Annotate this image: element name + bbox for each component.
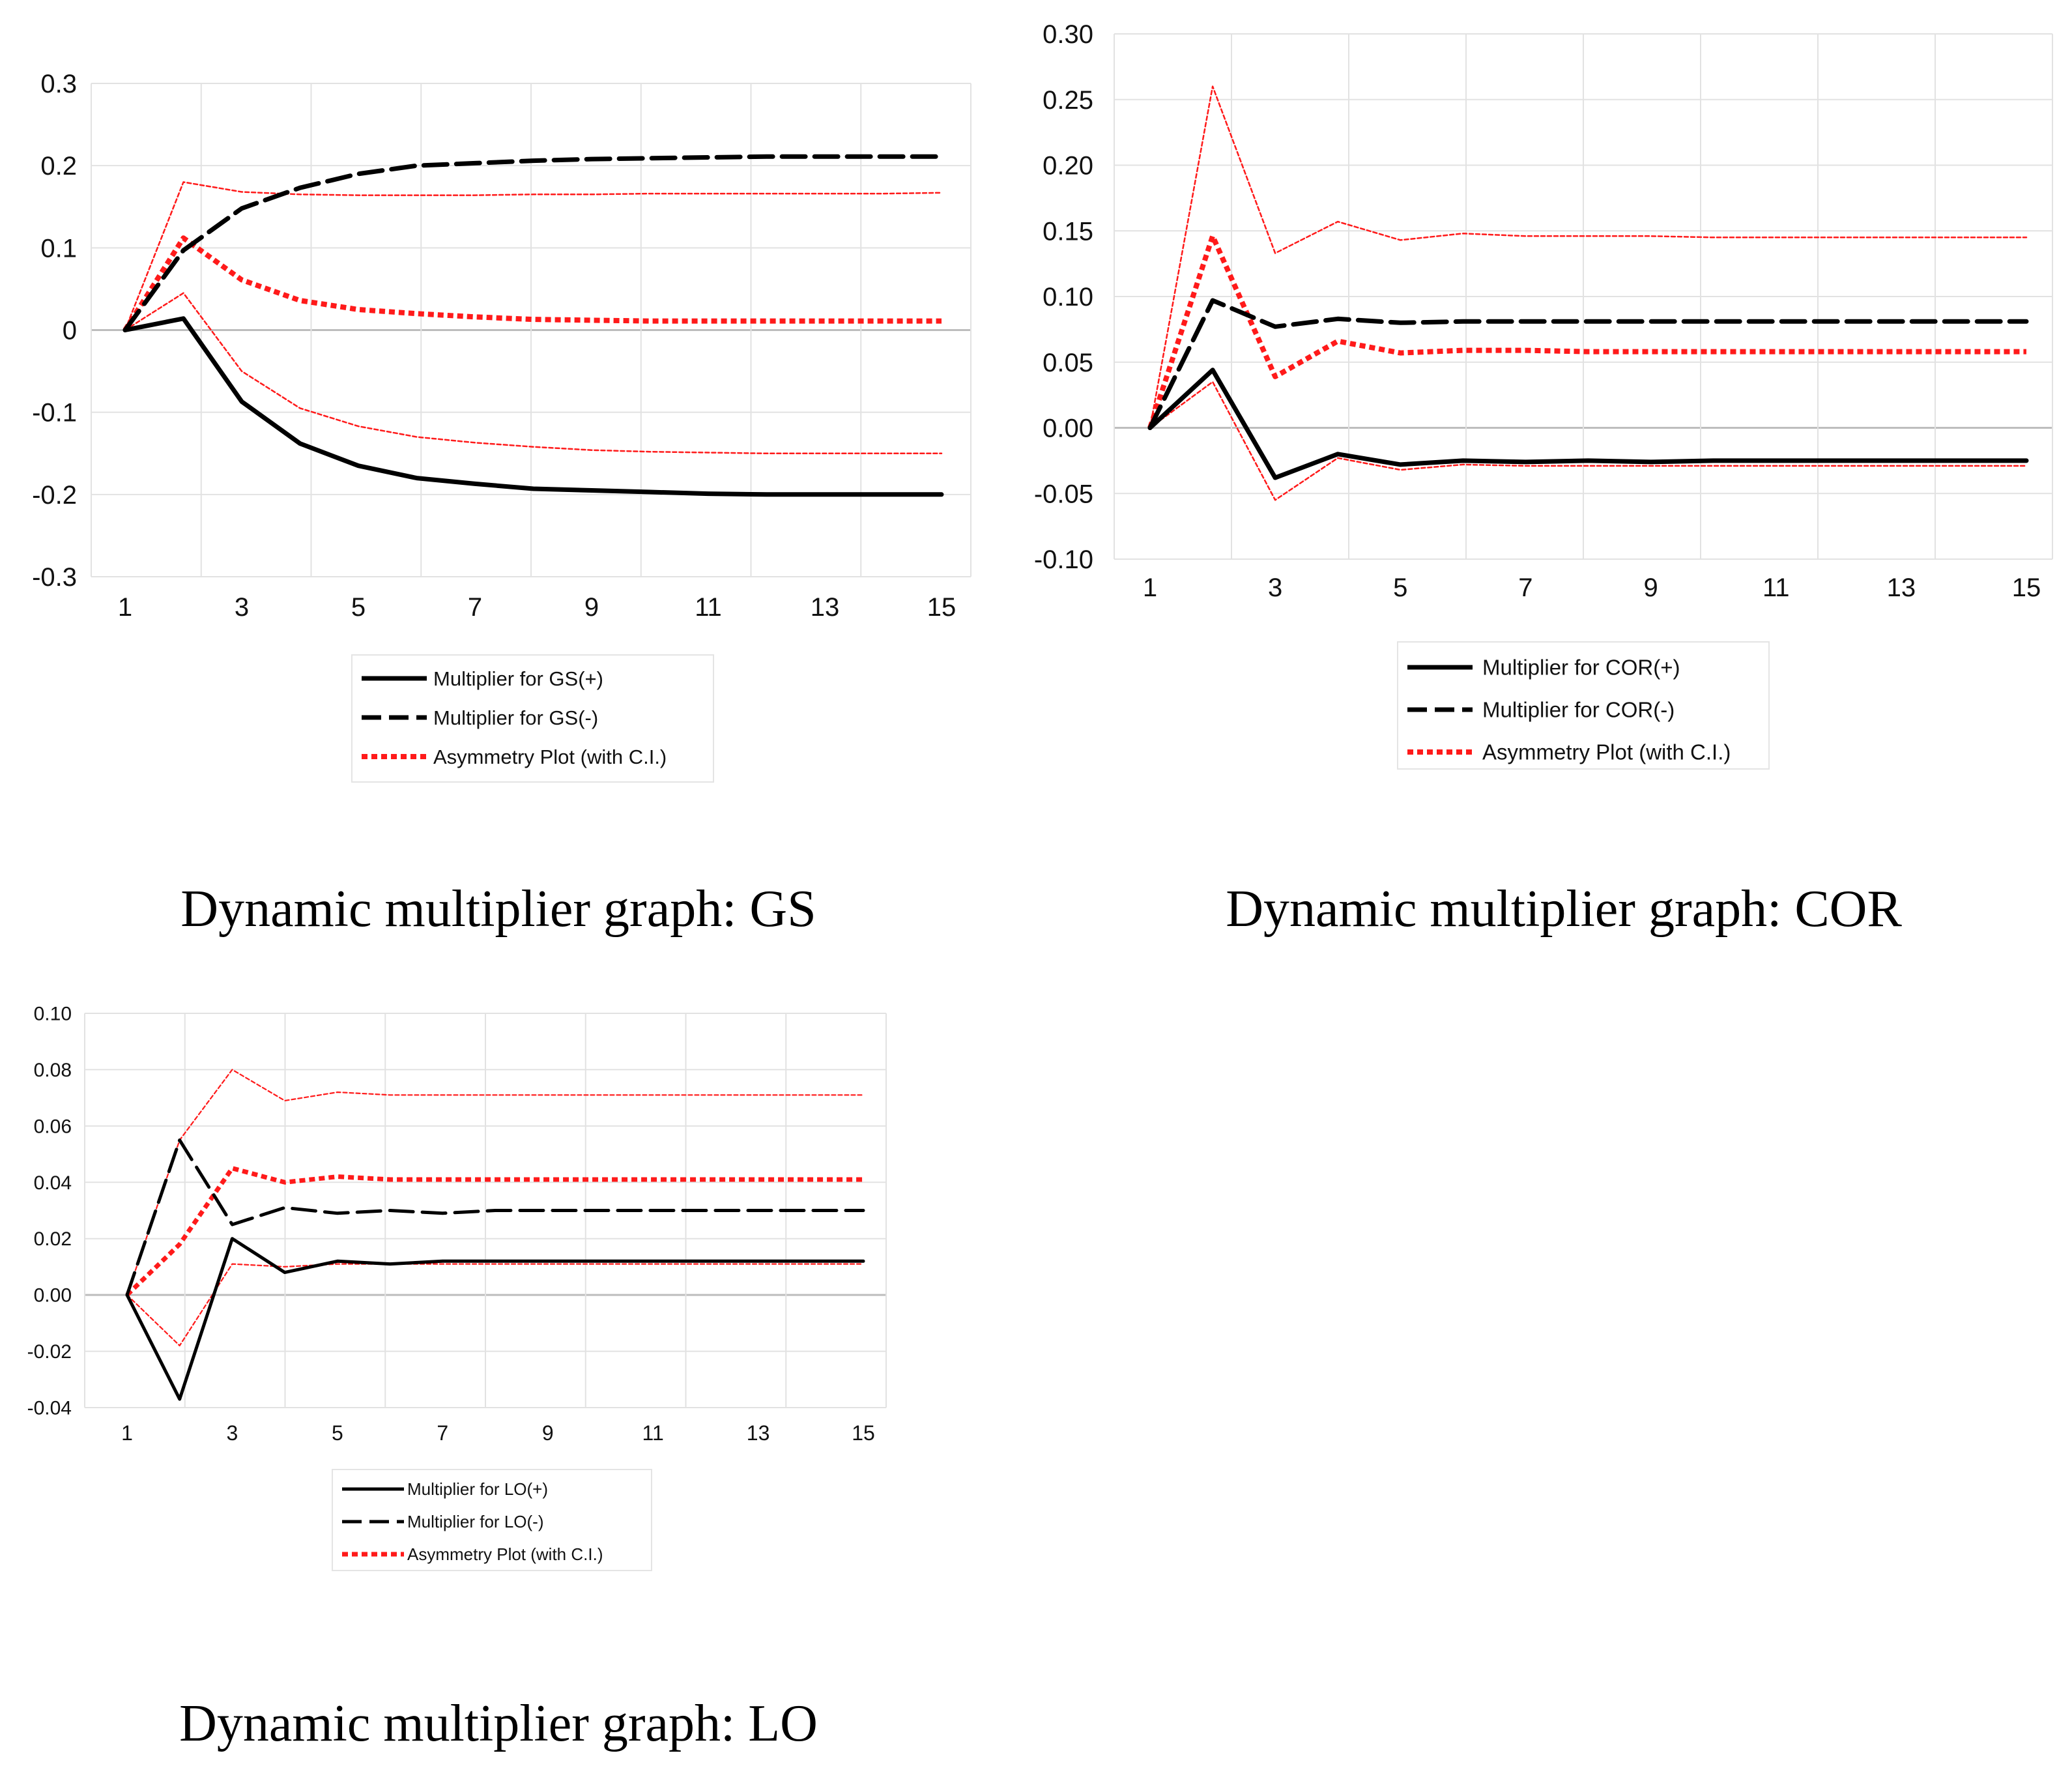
y-tick-label: 0.10 (1043, 283, 1093, 311)
x-tick-label: 9 (1643, 573, 1658, 602)
caption-gs: Dynamic multiplier graph: GS (180, 880, 816, 938)
chart-gs: -0.3 -0.2 -0.1 0 0.1 0.2 0.3 1 3 5 7 9 11 13 15 Multipl… (0, 0, 1016, 847)
x-tick-label: 13 (747, 1421, 770, 1445)
y-tick-label: 0.02 (34, 1228, 72, 1250)
x-tick-label: 5 (351, 593, 366, 622)
x-tick-label: 3 (227, 1421, 238, 1445)
series-line-multiplier-for-cor (1147, 298, 2029, 430)
x-tick-label: 11 (642, 1421, 664, 1445)
chart-gs-svg: -0.3-0.2-0.100.10.20.31 3 5 7 9 11 13 15Multipl… (32, 70, 971, 783)
legend-label: Multiplier for COR(+) (1482, 656, 1680, 680)
y-tick-label: -0.2 (32, 481, 77, 510)
x-tick-label: 7 (1518, 573, 1532, 602)
y-tick-label: 0.20 (1043, 152, 1093, 181)
y-tick-label: 0.15 (1043, 217, 1093, 246)
y-tick-label: 0.08 (34, 1060, 72, 1081)
x-tick-label: 5 (1393, 573, 1407, 602)
y-tick-label: -0.3 (32, 563, 77, 592)
y-tick-label: 0.00 (34, 1285, 72, 1307)
y-tick-label: 0.06 (34, 1116, 72, 1137)
series-line-asymmetry-plot-with-c-i (125, 1166, 863, 1297)
x-tick-label: 7 (437, 1421, 448, 1445)
chart-cor-svg: -0.10-0.050.000.050.100.150.200.250.301 3… (1034, 20, 2053, 770)
y-tick-label: 0.04 (34, 1172, 72, 1194)
x-tick-label: 15 (2012, 573, 2041, 602)
series-line-asymmetry-plot-with-c-i (1147, 233, 2026, 429)
x-tick-label: 5 (332, 1421, 343, 1445)
x-tick-label: 13 (811, 593, 840, 622)
y-tick-label: 0.2 (40, 152, 77, 181)
x-tick-label: 1 (1143, 573, 1157, 602)
legend-box (1397, 641, 1770, 770)
y-tick-label: -0.1 (32, 399, 77, 427)
series-line-multiplier-for-gs (122, 316, 944, 497)
x-tick-label: 7 (468, 593, 482, 622)
y-tick-label: 0 (63, 317, 77, 345)
y-tick-label: 0.30 (1043, 20, 1093, 49)
legend-label: Multiplier for GS(-) (433, 706, 598, 729)
y-tick-label: 0.00 (1043, 414, 1093, 443)
y-tick-label: -0.02 (27, 1341, 72, 1363)
legend-label: Asymmetry Plot (with C.I.) (1482, 740, 1731, 764)
x-tick-label: 1 (118, 593, 132, 622)
series-line-upper-c-i (126, 1069, 865, 1296)
legend-label: Multiplier for LO(+) (407, 1479, 548, 1499)
y-tick-label: 0.3 (40, 70, 77, 98)
series-line-lower-c-i (1149, 381, 2028, 501)
legend: Multiplier for GS(+) Multiplier for GS(-)… (351, 654, 714, 783)
series-line-lower-c-i (126, 1263, 865, 1347)
legend-box (351, 654, 714, 783)
y-tick-label: -0.04 (27, 1398, 72, 1419)
legend-box (332, 1469, 652, 1571)
series-line-asymmetry-plot-with-c-i (122, 235, 942, 332)
series-line-multiplier-for-gs (122, 154, 944, 332)
caption-cor: Dynamic multiplier graph: COR (1226, 880, 1902, 938)
chart-cor: -0.10 -0.05 0.00 0.05 0.10 0.15 0.20 0.25 0.30 1 3… (1016, 0, 2072, 847)
legend-label: Multiplier for COR(-) (1482, 698, 1675, 722)
x-tick-label: 15 (927, 593, 957, 622)
caption-lo: Dynamic multiplier graph: LO (179, 1695, 818, 1752)
x-tick-label: 11 (695, 593, 722, 622)
chart-lo-svg: -0.04-0.020.000.020.040.060.080.101 3 5 7 9 1… (27, 1004, 887, 1571)
series-line-multiplier-for-lo (125, 1138, 865, 1297)
series-line-upper-c-i (124, 181, 943, 331)
y-tick-label: 0.05 (1043, 349, 1093, 377)
legend-label: Asymmetry Plot (with C.I.) (433, 746, 667, 768)
series-line-upper-c-i (1149, 85, 2028, 429)
y-tick-label: -0.05 (1034, 480, 1093, 508)
y-tick-label: 0.1 (40, 234, 77, 263)
x-tick-label: 1 (121, 1421, 133, 1445)
legend: Multiplier for LO(+) Multiplier for LO(-)… (332, 1469, 652, 1571)
y-tick-label: -0.10 (1034, 545, 1093, 574)
x-tick-label: 15 (852, 1421, 875, 1445)
series-line-multiplier-for-lo (125, 1237, 865, 1401)
chart-lo: -0.04 -0.02 0.00 0.02 0.04 0.06 0.08 0.10 1 3 5 7 9 1… (0, 977, 1016, 1597)
legend: Multiplier for COR(+) Multiplier for COR(… (1397, 641, 1770, 770)
legend-label: Multiplier for GS(+) (433, 667, 603, 690)
x-tick-label: 9 (584, 593, 599, 622)
y-tick-label: 0.10 (34, 1004, 72, 1025)
series-line-multiplier-for-cor (1147, 368, 2029, 480)
legend-label: Asymmetry Plot (with C.I.) (407, 1544, 603, 1564)
legend-label: Multiplier for LO(-) (407, 1512, 543, 1531)
x-tick-label: 3 (1268, 573, 1282, 602)
y-tick-label: 0.25 (1043, 86, 1093, 115)
series-line-lower-c-i (124, 292, 943, 455)
x-tick-label: 9 (542, 1421, 554, 1445)
x-tick-label: 3 (235, 593, 249, 622)
x-tick-label: 13 (1887, 573, 1916, 602)
x-tick-label: 11 (1763, 573, 1790, 602)
